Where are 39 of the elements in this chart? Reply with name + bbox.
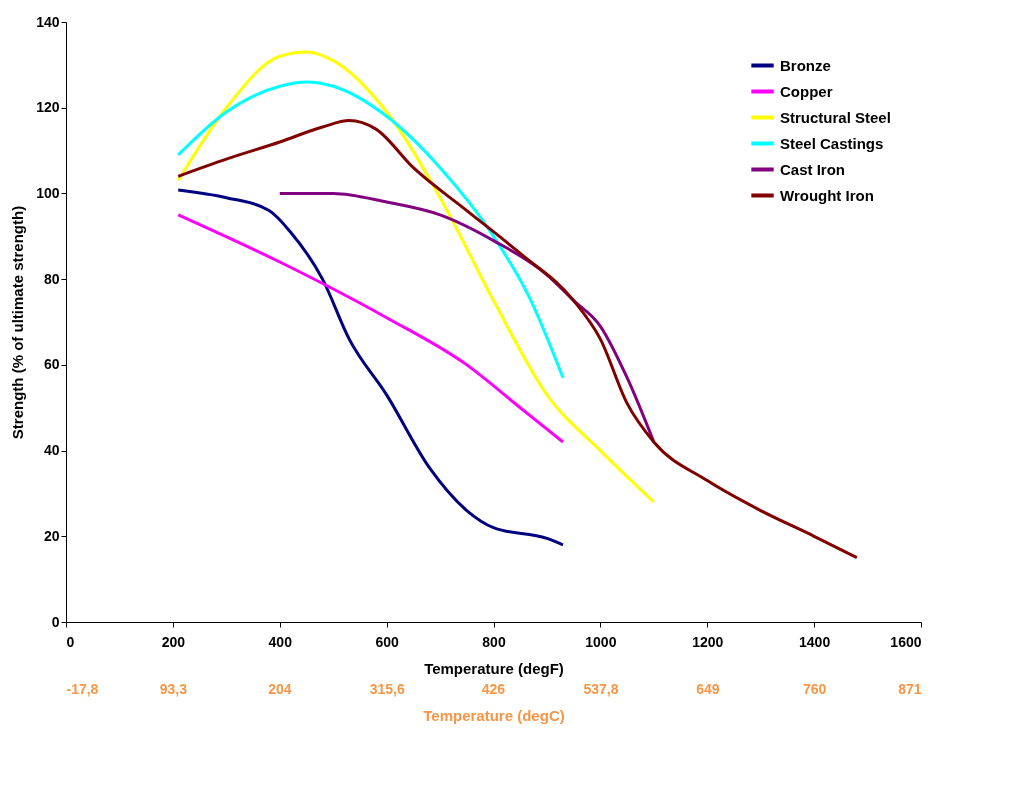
x-tick-label: 400 xyxy=(268,633,293,650)
legend-label: Copper xyxy=(780,82,833,100)
x2-tick-label: 426 xyxy=(481,680,506,697)
line-series xyxy=(176,80,565,380)
x2-tick-label: 649 xyxy=(696,680,720,697)
y-tick-label: 120 xyxy=(36,99,60,116)
legend-label: Bronze xyxy=(780,56,831,74)
x-tick-label: 0 xyxy=(66,633,75,650)
line-series xyxy=(176,50,656,504)
y-tick-label: 0 xyxy=(51,613,60,630)
x-tick-label: 1200 xyxy=(692,633,724,650)
x2-tick-label: 315,6 xyxy=(369,680,405,697)
x-tick-label: 600 xyxy=(375,633,400,650)
legend-label: Steel Castings xyxy=(780,134,884,152)
legend-label: Structural Steel xyxy=(780,108,891,126)
x2-tick-label: -17,8 xyxy=(66,680,99,697)
x-tick-label: 1600 xyxy=(890,633,922,650)
x2-tick-label: 871 xyxy=(898,680,922,697)
y-tick-label: 40 xyxy=(43,442,60,459)
y-tick-label: 80 xyxy=(43,270,60,287)
legend-label: Wrought Iron xyxy=(780,186,874,204)
x2-tick-label: 204 xyxy=(268,680,292,697)
x-tick-label: 800 xyxy=(482,633,506,650)
x-tick-label: 1400 xyxy=(799,633,831,650)
y-tick-label: 60 xyxy=(43,356,60,373)
line-series xyxy=(176,213,565,444)
x-tick-label: 1000 xyxy=(585,633,617,650)
x-tick-label: 200 xyxy=(161,633,186,650)
x2-tick-label: 537,8 xyxy=(583,680,619,697)
x2-axis-title: Temperature (degC) xyxy=(423,706,565,724)
line-series xyxy=(176,188,565,547)
x2-tick-label: 760 xyxy=(803,680,827,697)
y-tick-label: 100 xyxy=(36,184,60,201)
legend-label: Cast Iron xyxy=(780,160,846,178)
y-tick-label: 20 xyxy=(43,527,60,544)
y-axis-title: Strength (% of ultimate strength) xyxy=(9,205,27,440)
x-axis-title: Temperature (degF) xyxy=(424,659,564,677)
y-tick-label: 140 xyxy=(36,13,60,30)
x2-tick-label: 93,3 xyxy=(159,680,188,697)
